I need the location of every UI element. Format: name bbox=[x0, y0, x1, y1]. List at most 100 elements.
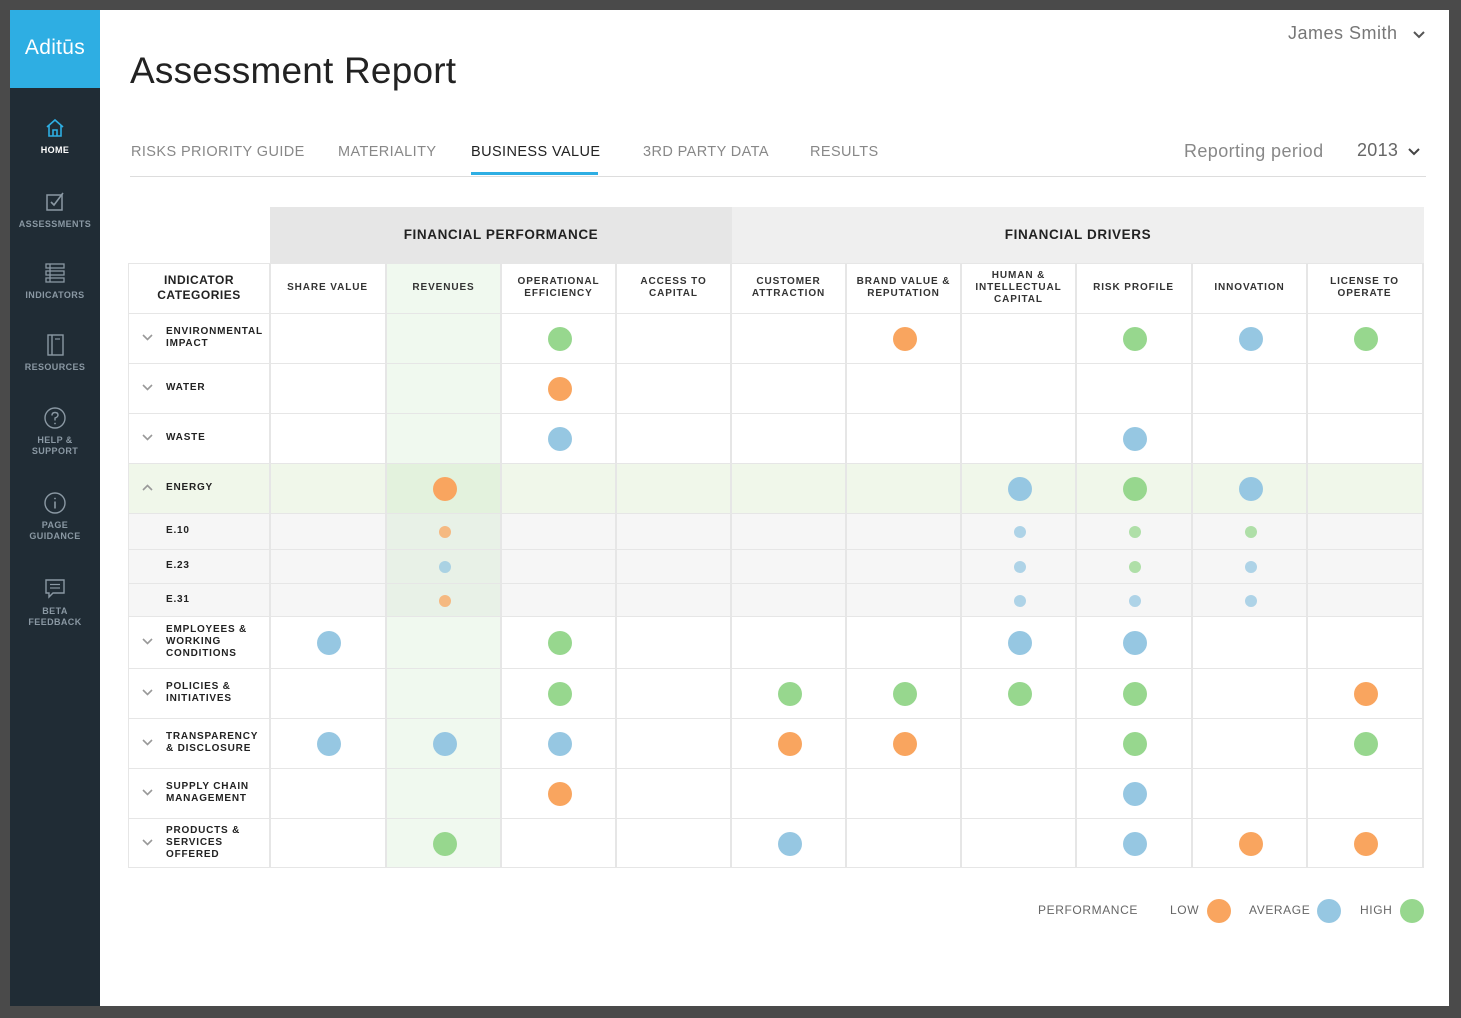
performance-dot-average[interactable] bbox=[547, 427, 572, 451]
chevron-down-icon[interactable] bbox=[128, 636, 166, 648]
legend-title: PERFORMANCE bbox=[1038, 903, 1138, 917]
legend-high-label: HIGH bbox=[1360, 903, 1393, 917]
performance-dot-low[interactable] bbox=[892, 732, 917, 756]
performance-dot-average[interactable] bbox=[1013, 561, 1026, 573]
sidebar-item-help-support[interactable]: HELP & SUPPORT bbox=[10, 406, 100, 457]
performance-dot-average[interactable] bbox=[1122, 832, 1147, 856]
indicator-row-label[interactable]: ENERGY bbox=[128, 463, 268, 513]
sidebar-item-beta-feedback[interactable]: BETA FEEDBACK bbox=[10, 577, 100, 628]
performance-dot-high[interactable] bbox=[892, 682, 917, 706]
chevron-down-icon[interactable] bbox=[128, 332, 166, 344]
performance-dot-high[interactable] bbox=[432, 832, 457, 856]
indicator-row-label[interactable]: EMPLOYEES & WORKING CONDITIONS bbox=[128, 616, 268, 668]
row-label-text: POLICIES & INITIATIVES bbox=[166, 681, 232, 704]
performance-dot-low[interactable] bbox=[777, 732, 802, 756]
performance-dot-high[interactable] bbox=[1353, 732, 1378, 756]
performance-dot-high[interactable] bbox=[1128, 526, 1141, 538]
performance-dot-average[interactable] bbox=[1238, 327, 1263, 351]
performance-dot-low[interactable] bbox=[432, 477, 457, 501]
chevron-down-icon[interactable] bbox=[128, 837, 166, 849]
performance-dot-average[interactable] bbox=[1244, 561, 1257, 573]
sidebar-item-label: RESOURCES bbox=[24, 362, 86, 372]
performance-dot-average[interactable] bbox=[1007, 477, 1032, 501]
tab-business-value[interactable]: BUSINESS VALUE bbox=[471, 144, 601, 160]
performance-dot-high[interactable] bbox=[777, 682, 802, 706]
performance-dot-average[interactable] bbox=[316, 631, 341, 655]
performance-dot-average[interactable] bbox=[1013, 594, 1026, 607]
performance-dot-high[interactable] bbox=[1122, 477, 1147, 501]
sidebar-item-resources[interactable]: RESOURCES bbox=[10, 333, 100, 373]
row-label-text: PRODUCTS & SERVICES OFFERED bbox=[166, 825, 241, 860]
column-header: REVENUES bbox=[412, 282, 475, 293]
performance-dot-average[interactable] bbox=[547, 732, 572, 756]
performance-dot-low[interactable] bbox=[438, 594, 451, 607]
performance-dot-average[interactable] bbox=[1013, 526, 1026, 538]
business-value-table: INDICATOR CATEGORIES SHARE VALUE REVENUES… bbox=[128, 263, 1424, 868]
sidebar-item-label: PAGE GUIDANCE bbox=[29, 520, 81, 541]
performance-dot-average[interactable] bbox=[438, 561, 451, 573]
sidebar-item-home[interactable]: HOME bbox=[10, 116, 100, 156]
performance-dot-high[interactable] bbox=[1244, 526, 1257, 538]
indicator-row-label[interactable]: WASTE bbox=[128, 413, 268, 463]
column-header: BRAND VALUE & REPUTATION bbox=[856, 276, 951, 299]
performance-dot-average[interactable] bbox=[1244, 594, 1257, 607]
row-label-text: ENVIRONMENTAL IMPACT bbox=[166, 326, 263, 349]
performance-dot-high[interactable] bbox=[1122, 732, 1147, 756]
performance-dot-low[interactable] bbox=[1238, 832, 1263, 856]
performance-dot-low[interactable] bbox=[438, 526, 451, 538]
performance-dot-high[interactable] bbox=[547, 327, 572, 351]
sidebar-item-page-guidance[interactable]: PAGE GUIDANCE bbox=[10, 491, 100, 542]
performance-dot-average[interactable] bbox=[432, 732, 457, 756]
sidebar-item-assessments[interactable]: ASSESSMENTS bbox=[10, 190, 100, 230]
chevron-down-icon[interactable] bbox=[128, 787, 166, 799]
performance-dot-high[interactable] bbox=[1007, 682, 1032, 706]
legend-average-dot bbox=[1317, 899, 1341, 923]
indicator-row-label[interactable]: WATER bbox=[128, 363, 268, 413]
performance-dot-high[interactable] bbox=[1122, 327, 1147, 351]
tab-3rd-party-data[interactable]: 3RD PARTY DATA bbox=[643, 144, 769, 160]
column-header: LICENSE TO OPERATE bbox=[1330, 276, 1399, 299]
sidebar-item-indicators[interactable]: INDICATORS bbox=[10, 261, 100, 301]
performance-dot-high[interactable] bbox=[547, 682, 572, 706]
chevron-down-icon[interactable] bbox=[128, 687, 166, 699]
indicator-subrow-label: E.10 bbox=[128, 513, 268, 549]
performance-dot-average[interactable] bbox=[1128, 594, 1141, 607]
chevron-down-icon[interactable] bbox=[128, 432, 166, 444]
indicator-row-label[interactable]: ENVIRONMENTAL IMPACT bbox=[128, 313, 268, 363]
indicator-row-label[interactable]: PRODUCTS & SERVICES OFFERED bbox=[128, 818, 268, 868]
tab-bar: RISKS PRIORITY GUIDE MATERIALITY BUSINES… bbox=[130, 144, 1426, 177]
row-label-text: E.23 bbox=[166, 560, 190, 571]
chevron-down-icon[interactable] bbox=[128, 382, 166, 394]
performance-dot-high[interactable] bbox=[547, 631, 572, 655]
performance-dot-average[interactable] bbox=[316, 732, 341, 756]
reporting-period-select[interactable]: 2013 bbox=[1357, 140, 1420, 161]
row-label-text: E.31 bbox=[166, 593, 190, 605]
logo[interactable]: Aditūs bbox=[10, 10, 100, 88]
performance-dot-average[interactable] bbox=[1238, 477, 1263, 501]
performance-dot-low[interactable] bbox=[547, 377, 572, 401]
performance-dot-low[interactable] bbox=[892, 327, 917, 351]
tab-materiality[interactable]: MATERIALITY bbox=[338, 144, 437, 160]
chevron-up-icon[interactable] bbox=[128, 482, 166, 494]
table-gridlines bbox=[128, 263, 1424, 868]
indicator-row-label[interactable]: SUPPLY CHAIN MANAGEMENT bbox=[128, 768, 268, 818]
performance-dot-average[interactable] bbox=[777, 832, 802, 856]
page-title: Assessment Report bbox=[130, 50, 457, 91]
performance-dot-average[interactable] bbox=[1122, 782, 1147, 806]
performance-dot-average[interactable] bbox=[1122, 631, 1147, 655]
performance-dot-high[interactable] bbox=[1128, 561, 1141, 573]
performance-dot-average[interactable] bbox=[1122, 427, 1147, 451]
performance-dot-low[interactable] bbox=[1353, 682, 1378, 706]
indicator-row-label[interactable]: TRANSPARENCY & DISCLOSURE bbox=[128, 718, 268, 768]
performance-dot-high[interactable] bbox=[1122, 682, 1147, 706]
performance-dot-low[interactable] bbox=[547, 782, 572, 806]
tab-results[interactable]: RESULTS bbox=[810, 144, 879, 160]
performance-dot-high[interactable] bbox=[1353, 327, 1378, 351]
performance-dot-low[interactable] bbox=[1353, 832, 1378, 856]
indicator-row-label[interactable]: POLICIES & INITIATIVES bbox=[128, 668, 268, 718]
tab-risks-priority-guide[interactable]: RISKS PRIORITY GUIDE bbox=[131, 144, 305, 160]
performance-dot-average[interactable] bbox=[1007, 631, 1032, 655]
column-header: SHARE VALUE bbox=[287, 282, 368, 293]
user-menu[interactable]: James Smith bbox=[1288, 23, 1425, 44]
chevron-down-icon[interactable] bbox=[128, 737, 166, 749]
